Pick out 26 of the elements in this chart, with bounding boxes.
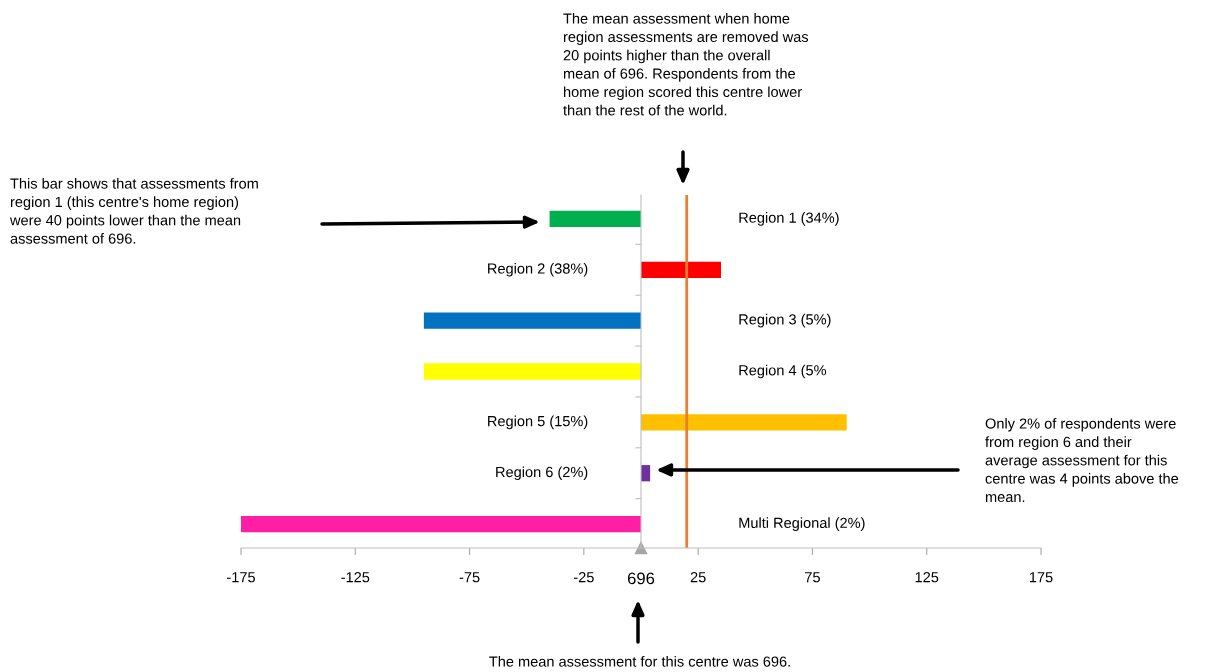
x-tick-label: -175	[227, 572, 255, 583]
bar	[641, 414, 847, 431]
y-tick-label: Multi Regional (2%)	[739, 517, 865, 531]
x-tick-label: 125	[915, 572, 939, 583]
x-tick-label: 25	[690, 572, 706, 583]
x-tick-label: -125	[341, 572, 370, 583]
y-tick-label: Region 6 (2%)	[496, 466, 588, 481]
y-tick-label: Region 4 (5%	[739, 364, 827, 379]
text: 696	[627, 572, 655, 585]
bar	[423, 312, 641, 329]
x-tick-label: 75	[805, 572, 820, 583]
y-tick-label: Region 3 (5%)	[739, 313, 831, 328]
x-tick-label: 175	[1029, 572, 1053, 583]
y-tick-label: Region 2 (38%)	[488, 262, 588, 277]
x-tick-label: -75	[459, 572, 480, 583]
y-tick-label: Region 5 (15%)	[488, 415, 588, 430]
y-tick-label: Region 1 (34%)	[739, 212, 839, 226]
text: The mean assessment when home region assessments are removed was 20 points higher than the overall mean of 696. Respondents from the home region scored this centre lower than the rest of the world.	[563, 13, 809, 116]
bar	[241, 515, 641, 533]
text: The mean assessment for this centre was 696.	[489, 656, 790, 667]
bar	[423, 363, 641, 380]
annotation: This bar shows that assessments from region 1 (this centre's home region) were 40 points lower than the mean assessment of 696.	[9, 178, 258, 244]
bar	[549, 210, 641, 228]
x-tick-label: -25	[573, 572, 594, 583]
bar	[641, 261, 721, 278]
annotation: Only 2% of respondents were from region 6 and their average assessment for this centre was 4 points above the mean.	[985, 418, 1179, 503]
